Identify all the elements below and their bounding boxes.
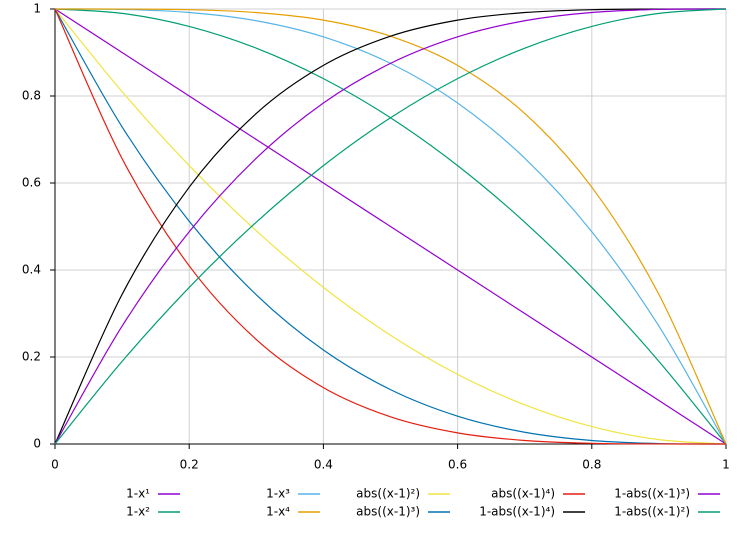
y-tick-label: 0 [33,437,41,451]
line-series [54,8,727,445]
line-series [54,8,727,445]
x-tick-label: 0.6 [448,458,467,472]
legend-label: 1-x⁴ [266,505,290,519]
line-series [54,8,727,445]
legend-label: 1-abs((x-1)⁴) [479,505,555,519]
legend-label: abs((x-1)³) [356,505,420,519]
line-series [54,8,727,445]
y-tick-label: 0.8 [22,89,41,103]
y-tick-label: 0.2 [22,350,41,364]
line-series [54,8,727,445]
line-series [54,8,727,445]
x-tick-label: 0.8 [582,458,601,472]
line-series [54,8,727,445]
y-tick-label: 0.6 [22,176,41,190]
legend-label: 1-x² [126,505,150,519]
line-series [54,8,727,445]
y-tick-label: 0.4 [22,263,41,277]
legend-label: abs((x-1)²) [356,487,420,501]
x-tick-label: 0 [51,458,59,472]
legend-label: 1-abs((x-1)²) [614,505,690,519]
y-tick-label: 1 [33,2,41,16]
x-tick-label: 1 [722,458,730,472]
x-tick-label: 0.2 [180,458,199,472]
x-tick-label: 0.4 [314,458,333,472]
legend-label: 1-abs((x-1)³) [614,487,690,501]
legend-label: abs((x-1)⁴) [491,487,555,501]
line-series [54,8,727,445]
legend-label: 1-x¹ [126,487,150,501]
legend-label: 1-x³ [266,487,290,501]
line-series [54,8,727,445]
